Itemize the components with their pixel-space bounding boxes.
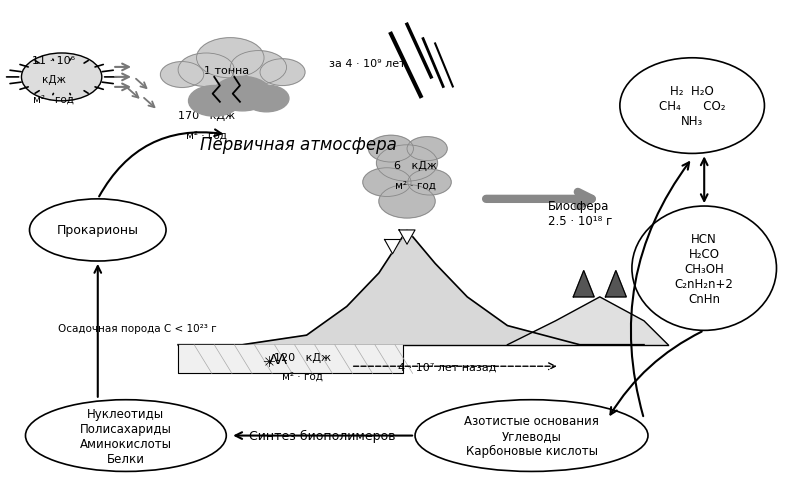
Text: 1 тонна: 1 тонна: [204, 66, 249, 75]
Text: м²: м²: [220, 84, 232, 95]
Ellipse shape: [26, 400, 226, 471]
Ellipse shape: [30, 199, 166, 262]
Circle shape: [214, 77, 272, 112]
Polygon shape: [573, 271, 594, 297]
Circle shape: [379, 185, 435, 218]
Circle shape: [244, 86, 289, 113]
Text: 120   кДж: 120 кДж: [274, 352, 331, 362]
Circle shape: [408, 170, 451, 196]
Text: Прокарионы: Прокарионы: [56, 224, 139, 237]
Text: 11 · 10⁶: 11 · 10⁶: [32, 56, 75, 66]
Text: 6   кДж: 6 кДж: [393, 161, 437, 171]
Circle shape: [368, 136, 413, 163]
Text: м² · год: м² · год: [185, 130, 226, 140]
Polygon shape: [178, 230, 644, 345]
Text: м² · год: м² · год: [282, 371, 323, 381]
Polygon shape: [384, 240, 401, 254]
Circle shape: [178, 54, 235, 87]
Circle shape: [197, 38, 264, 79]
Text: Азотистые основания
Углеводы
Карбоновые кислоты: Азотистые основания Углеводы Карбоновые …: [464, 414, 599, 457]
Polygon shape: [399, 230, 415, 245]
Polygon shape: [508, 297, 668, 345]
Circle shape: [22, 54, 102, 102]
Ellipse shape: [415, 400, 648, 471]
Text: Биосфера
2.5 · 10¹⁸ г: Биосфера 2.5 · 10¹⁸ г: [547, 200, 612, 228]
Text: ✳: ✳: [262, 354, 274, 369]
Text: H₂  H₂O
CH₄      CO₂
NH₃: H₂ H₂O CH₄ CO₂ NH₃: [659, 85, 725, 128]
Text: Синтез биополимеров: Синтез биополимеров: [249, 429, 396, 442]
Circle shape: [231, 51, 286, 85]
Circle shape: [376, 145, 438, 182]
Text: Нуклеотиды
Полисахариды
Аминокислоты
Белки: Нуклеотиды Полисахариды Аминокислоты Бел…: [80, 407, 172, 465]
Circle shape: [189, 86, 240, 117]
Circle shape: [160, 62, 204, 88]
Text: HCN
H₂CO
CH₃OH
C₂nH₂n+2
CnHn: HCN H₂CO CH₃OH C₂nH₂n+2 CnHn: [675, 232, 733, 305]
Ellipse shape: [632, 206, 776, 331]
Polygon shape: [605, 271, 626, 297]
Polygon shape: [178, 345, 403, 373]
Text: ΛΛ: ΛΛ: [269, 352, 288, 366]
Ellipse shape: [620, 59, 764, 154]
Text: Осадочная порода C < 10²³ г: Осадочная порода C < 10²³ г: [57, 324, 216, 333]
Text: за 4 · 10⁹ лет: за 4 · 10⁹ лет: [329, 59, 405, 69]
Text: м² · год: м² · год: [395, 180, 435, 190]
Text: м² · год: м² · год: [33, 94, 74, 104]
Circle shape: [407, 137, 447, 161]
Text: Первичная атмосфера: Первичная атмосфера: [200, 135, 397, 154]
Circle shape: [363, 168, 411, 197]
Text: кДж: кДж: [42, 75, 65, 85]
Text: 170   кДж: 170 кДж: [177, 111, 235, 121]
Text: 4 · 10⁷ лет назад: 4 · 10⁷ лет назад: [398, 361, 496, 372]
Circle shape: [260, 60, 305, 86]
